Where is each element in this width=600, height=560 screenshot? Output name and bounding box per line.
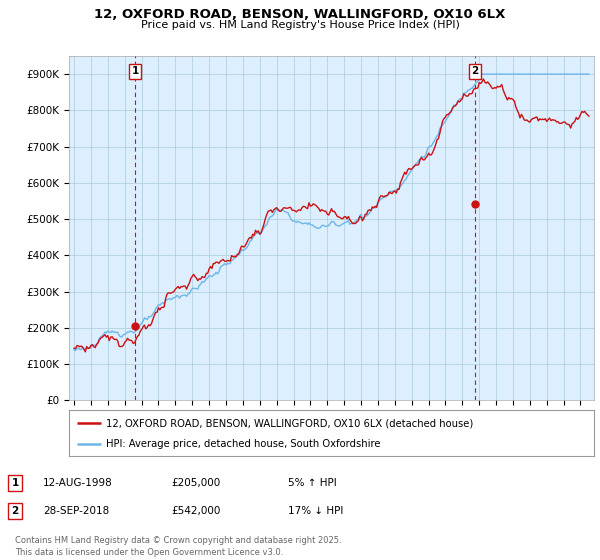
Text: 28-SEP-2018: 28-SEP-2018 bbox=[43, 506, 109, 516]
Text: £205,000: £205,000 bbox=[171, 478, 220, 488]
Text: 2: 2 bbox=[472, 66, 479, 76]
Text: Price paid vs. HM Land Registry's House Price Index (HPI): Price paid vs. HM Land Registry's House … bbox=[140, 20, 460, 30]
Text: 2: 2 bbox=[11, 506, 19, 516]
Text: 12, OXFORD ROAD, BENSON, WALLINGFORD, OX10 6LX (detached house): 12, OXFORD ROAD, BENSON, WALLINGFORD, OX… bbox=[106, 418, 473, 428]
Text: Contains HM Land Registry data © Crown copyright and database right 2025.
This d: Contains HM Land Registry data © Crown c… bbox=[15, 536, 341, 557]
Text: 1: 1 bbox=[11, 478, 19, 488]
Text: HPI: Average price, detached house, South Oxfordshire: HPI: Average price, detached house, Sout… bbox=[106, 438, 380, 449]
Text: 17% ↓ HPI: 17% ↓ HPI bbox=[288, 506, 343, 516]
Text: 12-AUG-1998: 12-AUG-1998 bbox=[43, 478, 113, 488]
Text: 5% ↑ HPI: 5% ↑ HPI bbox=[288, 478, 337, 488]
Text: 12, OXFORD ROAD, BENSON, WALLINGFORD, OX10 6LX: 12, OXFORD ROAD, BENSON, WALLINGFORD, OX… bbox=[94, 8, 506, 21]
Text: £542,000: £542,000 bbox=[171, 506, 220, 516]
Text: 1: 1 bbox=[131, 66, 139, 76]
